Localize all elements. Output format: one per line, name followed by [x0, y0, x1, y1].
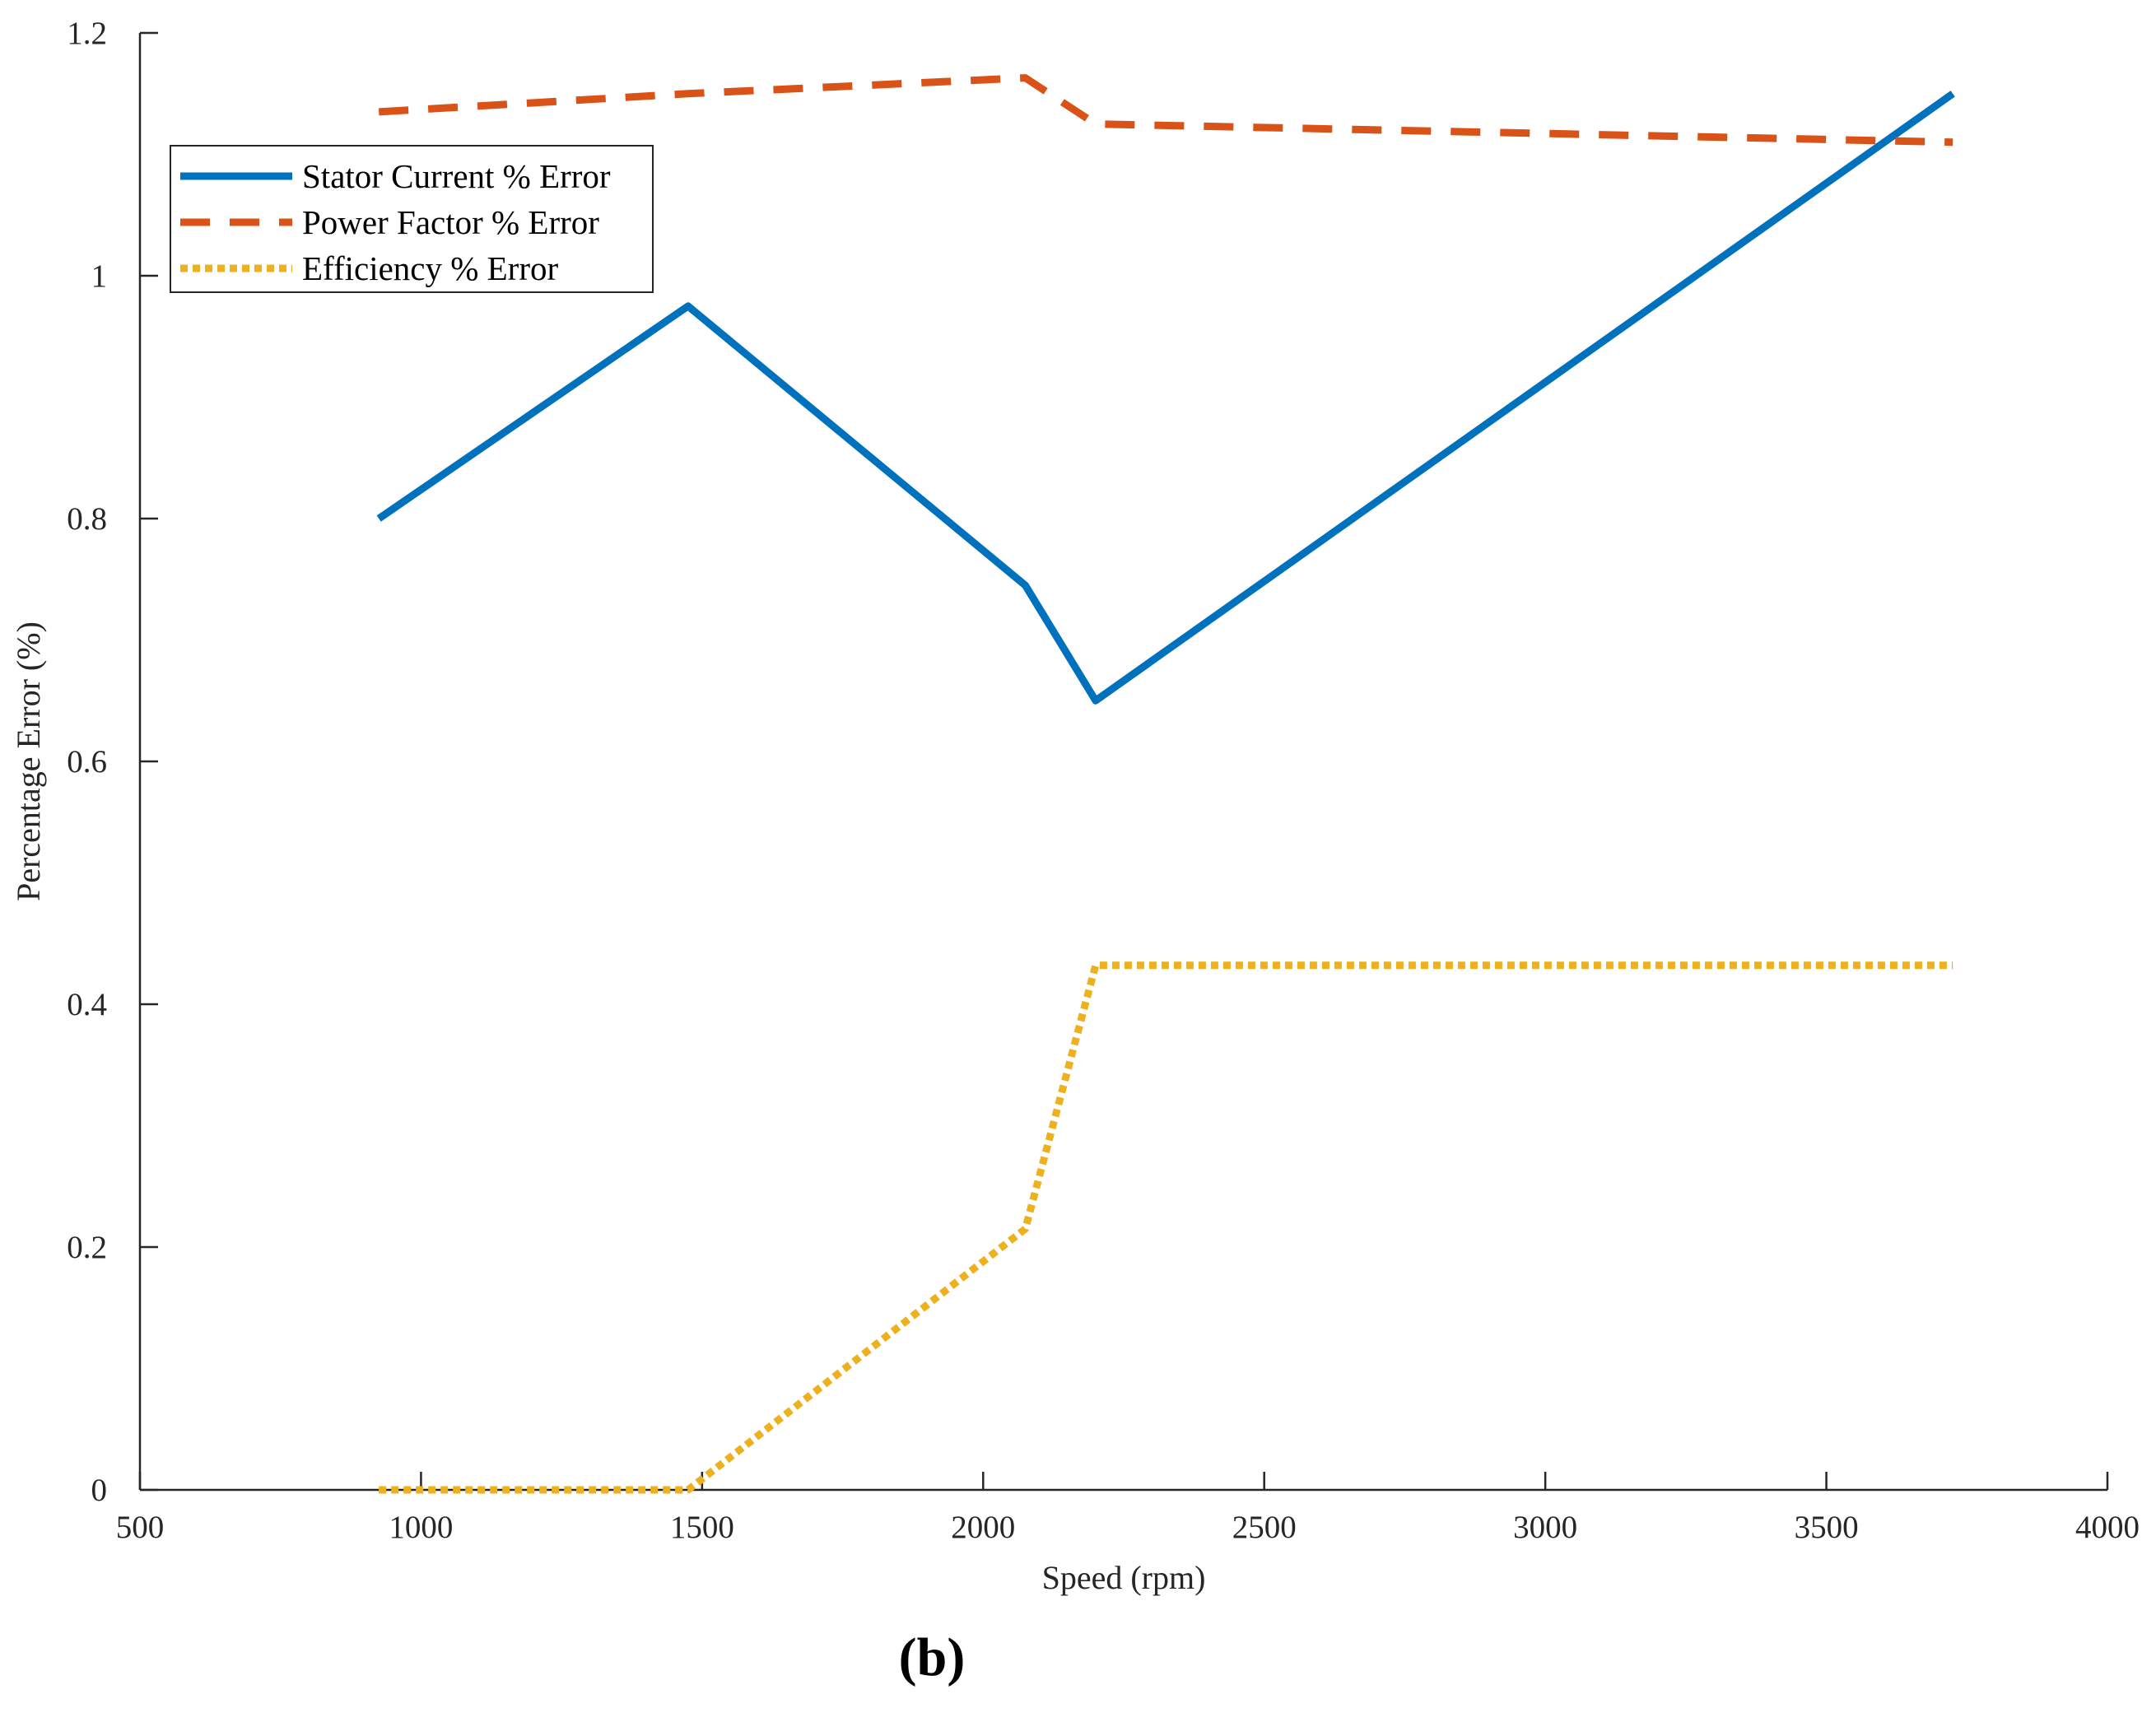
x-ticks: 500 1000 1500 2000 2500 3000 3500 4000 [116, 1472, 2140, 1545]
y-ticks: 0 0.2 0.4 0.6 0.8 1 1.2 [67, 16, 158, 1508]
legend: Stator Current % Error Power Factor % Err… [170, 145, 654, 293]
legend-label-1: Stator Current % Error [302, 157, 611, 195]
y-tick-label: 0 [91, 1473, 108, 1508]
y-tick-label: 0.8 [67, 501, 107, 537]
x-axis-title: Speed (rpm) [1042, 1559, 1206, 1596]
y-tick-label: 0.4 [67, 987, 107, 1022]
figure-caption: (b) [899, 1627, 966, 1687]
series-line-3 [379, 961, 1953, 1494]
y-tick-label: 0.6 [67, 744, 107, 780]
x-tick-label: 3000 [1513, 1510, 1577, 1545]
y-tick-label: 1 [91, 258, 108, 294]
y-axis-title: Percentage Error (%) [10, 621, 47, 901]
x-tick-label: 4000 [2075, 1510, 2140, 1545]
legend-label-3: Efficiency % Error [302, 249, 558, 287]
series-line-2 [378, 74, 1953, 147]
x-tick-label: 2000 [951, 1510, 1015, 1545]
series-line-1 [376, 91, 1955, 705]
x-tick-label: 500 [116, 1510, 165, 1545]
y-tick-label: 1.2 [67, 16, 107, 51]
legend-label-2: Power Factor % Error [302, 203, 599, 241]
y-tick-label: 0.2 [67, 1230, 107, 1265]
x-tick-label: 2500 [1232, 1510, 1297, 1545]
x-tick-label: 1500 [670, 1510, 734, 1545]
x-tick-label: 1000 [389, 1510, 453, 1545]
series-group [376, 74, 1955, 1494]
x-tick-label: 3500 [1795, 1510, 1859, 1545]
